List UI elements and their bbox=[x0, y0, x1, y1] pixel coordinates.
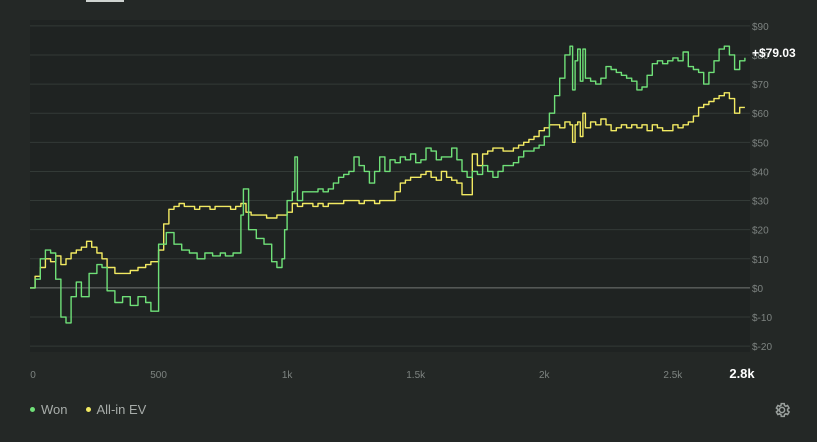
legend-label-ev: All-in EV bbox=[96, 402, 147, 417]
ev-dot-icon bbox=[85, 407, 91, 412]
legend: Won All-in EV bbox=[30, 402, 146, 417]
gear-icon bbox=[775, 402, 791, 418]
y-tick-label: $30 bbox=[752, 197, 769, 208]
y-axis: $90 $80 $70 $60 $50 $40 $30 $20 $10 $0 $-10 $-20 bbox=[752, 22, 772, 353]
y-tick-label: $80 bbox=[752, 51, 769, 62]
legend-label-won: Won bbox=[41, 402, 68, 417]
settings-button[interactable] bbox=[773, 401, 791, 419]
y-tick-label: $70 bbox=[752, 80, 769, 91]
y-tick-label: $60 bbox=[752, 109, 769, 120]
active-tab-indicator[interactable] bbox=[86, 0, 124, 2]
series-line-all-in-ev bbox=[30, 92, 745, 289]
y-tick-label: $40 bbox=[752, 167, 769, 178]
x-tick-label: 500 bbox=[150, 370, 167, 381]
won-dot-icon bbox=[30, 407, 35, 412]
series-line-won bbox=[30, 45, 746, 324]
y-tick-label: $-20 bbox=[752, 342, 772, 353]
final-value-label: +$79.03 bbox=[752, 46, 796, 60]
legend-item-won[interactable]: Won bbox=[30, 402, 68, 417]
series-layer bbox=[30, 45, 746, 324]
plot-area bbox=[30, 20, 750, 352]
x-end-label: 2.8k bbox=[729, 366, 755, 381]
y-tick-label: $10 bbox=[752, 255, 769, 266]
legend-item-ev[interactable]: All-in EV bbox=[85, 402, 147, 417]
x-tick-label: 1k bbox=[282, 370, 294, 381]
x-axis: 0 500 1k 1.5k 2k 2.5k bbox=[30, 370, 683, 381]
x-tick-label: 2.5k bbox=[663, 370, 683, 381]
x-tick-label: 0 bbox=[30, 370, 36, 381]
y-tick-label: $0 bbox=[752, 284, 764, 295]
y-tick-label: $50 bbox=[752, 138, 769, 149]
y-tick-label: $20 bbox=[752, 226, 769, 237]
x-tick-label: 1.5k bbox=[406, 370, 426, 381]
y-tick-label: $-10 bbox=[752, 313, 772, 324]
grid bbox=[30, 25, 750, 347]
y-tick-label: $90 bbox=[752, 22, 769, 33]
x-tick-label: 2k bbox=[539, 370, 551, 381]
